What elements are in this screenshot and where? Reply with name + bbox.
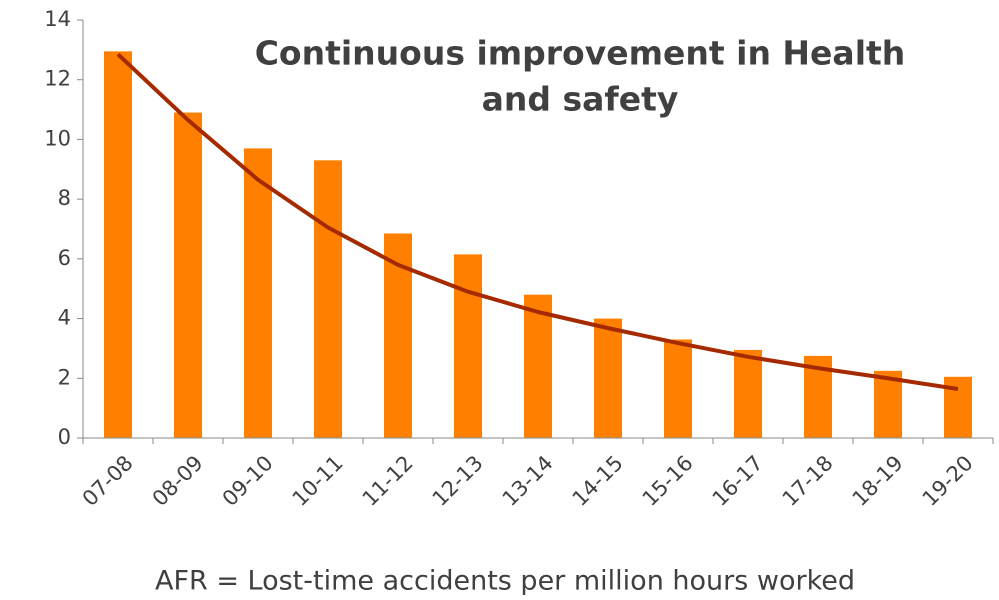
y-tick-label: 2 (58, 365, 71, 389)
x-tick-label: 14-15 (568, 451, 628, 511)
bar (874, 370, 902, 438)
x-tick-label: 12-13 (428, 451, 488, 511)
bar (734, 349, 762, 438)
chart-title: and safety (482, 80, 679, 119)
y-tick-label: 8 (58, 186, 71, 210)
x-tick-label: 07-08 (78, 451, 138, 511)
x-tick-label: 11-12 (358, 451, 418, 511)
x-tick-label: 08-09 (148, 451, 208, 511)
y-tick-label: 10 (44, 126, 71, 150)
bar (314, 160, 342, 439)
y-tick-label: 12 (44, 67, 71, 91)
x-tick-label: 09-10 (218, 451, 278, 511)
y-tick-label: 4 (58, 306, 71, 330)
x-tick-label: 13-14 (498, 451, 558, 511)
chart-title: Continuous improvement in Health (255, 34, 906, 73)
y-tick-label: 14 (44, 7, 71, 31)
x-tick-label: 16-17 (708, 451, 768, 511)
x-tick-label: 10-11 (288, 451, 348, 511)
bar (594, 318, 622, 438)
x-tick-label: 19-20 (918, 451, 978, 511)
y-tick-label: 0 (58, 425, 71, 449)
trend-line (116, 52, 959, 392)
bar (524, 294, 552, 438)
bar (174, 112, 202, 439)
x-tick-label: 18-19 (848, 451, 908, 511)
caption: AFR = Lost-time accidents per million ho… (155, 566, 855, 597)
x-tick-label: 17-18 (778, 451, 838, 511)
bar (664, 339, 692, 438)
bar (454, 254, 482, 438)
bar (104, 51, 132, 438)
bar (244, 148, 272, 438)
x-tick-label: 15-16 (638, 451, 698, 511)
y-tick-label: 6 (58, 246, 71, 270)
